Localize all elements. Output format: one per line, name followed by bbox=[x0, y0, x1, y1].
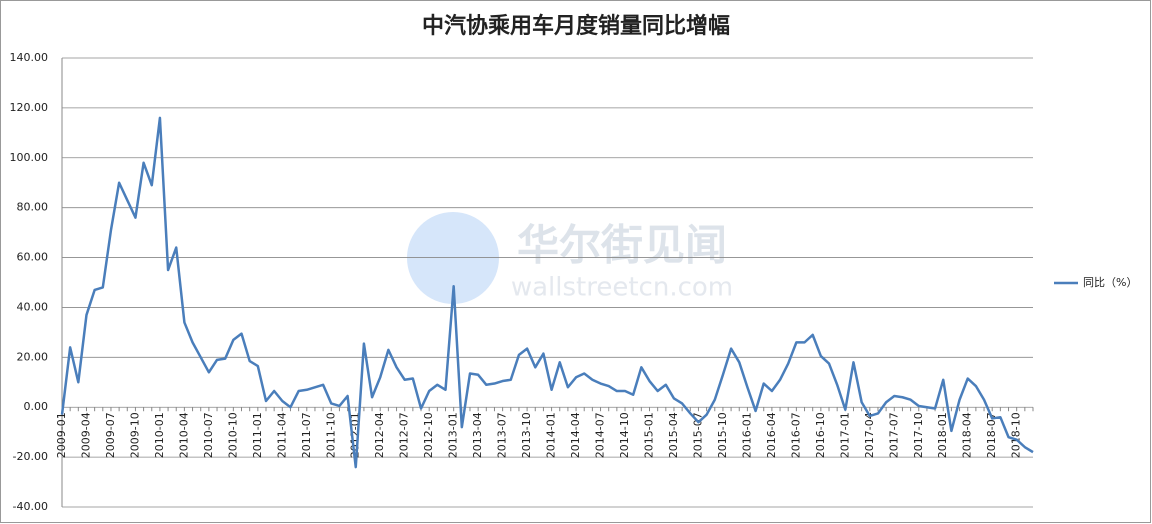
x-tick-label: 2013-01 bbox=[447, 412, 460, 458]
chart-title: 中汽协乘用车月度销量同比增幅 bbox=[422, 13, 730, 39]
x-tick-label: 2014-01 bbox=[545, 412, 558, 458]
x-tick-label: 2011-04 bbox=[275, 412, 288, 458]
x-tick-label: 2012-04 bbox=[373, 412, 386, 458]
y-tick-label: -40.00 bbox=[13, 500, 48, 513]
y-tick-label: 120.00 bbox=[10, 101, 49, 114]
x-tick-label: 2012-07 bbox=[398, 412, 411, 458]
x-tick-label: 2009-07 bbox=[104, 412, 117, 458]
watermark-logo bbox=[407, 212, 499, 304]
legend-label: 同比（%） bbox=[1083, 276, 1137, 289]
x-tick-label: 2017-10 bbox=[912, 412, 925, 458]
y-tick-label: 20.00 bbox=[17, 350, 49, 363]
x-tick-label: 2016-04 bbox=[765, 412, 778, 458]
x-tick-label: 2013-04 bbox=[471, 412, 484, 458]
x-tick-label: 2014-07 bbox=[594, 412, 607, 458]
x-tick-label: 2010-10 bbox=[226, 412, 239, 458]
x-tick-label: 2012-10 bbox=[422, 412, 435, 458]
y-tick-label: 40.00 bbox=[17, 300, 49, 313]
x-tick-label: 2016-10 bbox=[814, 412, 827, 458]
x-tick-label: 2010-04 bbox=[177, 412, 190, 458]
x-tick-label: 2015-04 bbox=[667, 412, 680, 458]
x-tick-label: 2015-07 bbox=[691, 412, 704, 458]
x-tick-label: 2014-10 bbox=[618, 412, 631, 458]
y-tick-label: -20.00 bbox=[13, 450, 48, 463]
x-tick-label: 2010-07 bbox=[202, 412, 215, 458]
x-tick-label: 2009-01 bbox=[55, 412, 68, 458]
x-tick-label: 2015-01 bbox=[642, 412, 655, 458]
x-tick-label: 2011-01 bbox=[251, 412, 264, 458]
data-line bbox=[60, 116, 1034, 469]
y-tick-label: 0.00 bbox=[24, 400, 49, 413]
watermark: wallstreetcn.com bbox=[511, 273, 733, 303]
watermark: 华尔街见闻 bbox=[517, 221, 727, 270]
x-tick-label: 2018-07 bbox=[985, 412, 998, 458]
x-tick-label: 2013-07 bbox=[496, 412, 509, 458]
x-tick-label: 2018-04 bbox=[961, 412, 974, 458]
x-tick-label: 2013-10 bbox=[520, 412, 533, 458]
x-tick-label: 2009-04 bbox=[79, 412, 92, 458]
y-tick-label: 140.00 bbox=[10, 51, 49, 64]
x-tick-label: 2015-10 bbox=[716, 412, 729, 458]
x-tick-label: 2016-07 bbox=[789, 412, 802, 458]
y-tick-label: 80.00 bbox=[17, 201, 49, 214]
x-tick-label: 2010-01 bbox=[153, 412, 166, 458]
y-tick-label: 100.00 bbox=[10, 151, 49, 164]
x-tick-label: 2009-10 bbox=[128, 412, 141, 458]
x-tick-label: 2011-07 bbox=[300, 412, 313, 458]
y-tick-label: 60.00 bbox=[17, 251, 49, 264]
x-tick-label: 2017-07 bbox=[887, 412, 900, 458]
x-tick-label: 2018-10 bbox=[1010, 412, 1023, 458]
x-tick-label: 2017-04 bbox=[863, 412, 876, 458]
x-tick-label: 2018-01 bbox=[936, 412, 949, 458]
x-tick-label: 2011-10 bbox=[324, 412, 337, 458]
x-tick-label: 2016-01 bbox=[740, 412, 753, 458]
x-tick-label: 2014-04 bbox=[569, 412, 582, 458]
x-tick-label: 2017-01 bbox=[838, 412, 851, 458]
